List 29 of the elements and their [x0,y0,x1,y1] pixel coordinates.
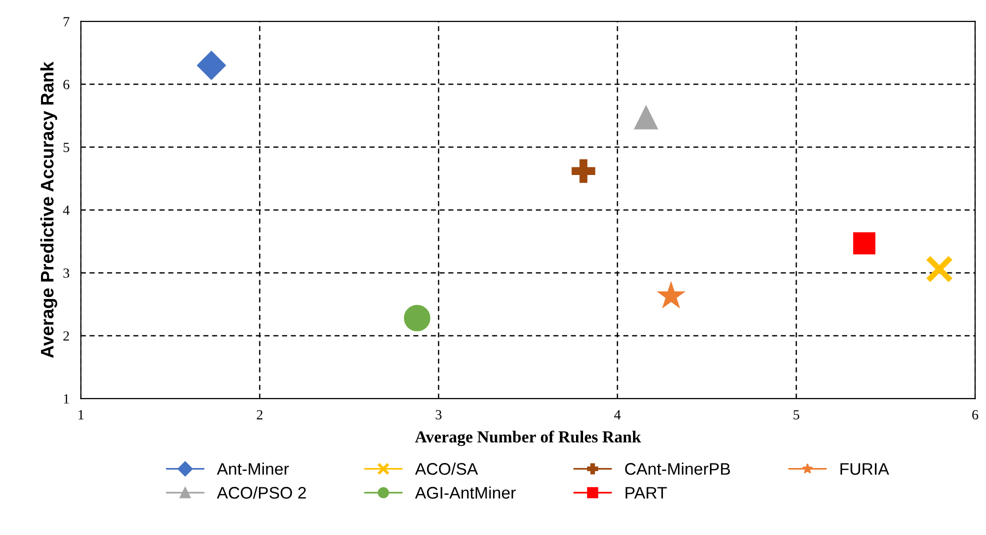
legend-label: CAnt-MinerPB [625,462,730,475]
y-axis-title: Average Predictive Accuracy Rank [40,62,58,358]
point [656,280,686,308]
point [853,232,876,254]
y-tick-label: 7 [64,17,70,26]
point [196,50,226,80]
legend-label: ACO/PSO 2 [216,486,306,499]
x-tick-label: 1 [78,410,84,420]
x-tick-label: 6 [972,410,978,420]
y-tick-label: 6 [63,80,70,90]
y-tick-label: 4 [63,206,70,215]
point [404,304,430,332]
x-tick-label: 4 [614,410,621,420]
point [634,106,658,130]
legend-label: PART [626,487,667,499]
legend-label: AGI-AntMiner [415,486,516,499]
y-tick-label: 2 [63,331,69,341]
x-axis-title: Average Number of Rules Rank [415,430,642,446]
legend-label: Ant-Miner [216,462,289,475]
y-tick-label: 1 [64,394,69,404]
x-tick-label: 2 [256,410,262,420]
point [925,255,954,283]
x-tick-label: 5 [794,410,800,420]
legend-label: FURIA [840,463,890,475]
legend-label: ACO/SA [415,462,478,475]
point [572,159,596,183]
x-tick-label: 3 [436,410,442,420]
y-tick-label: 3 [63,268,70,278]
y-tick-label: 5 [64,142,70,152]
